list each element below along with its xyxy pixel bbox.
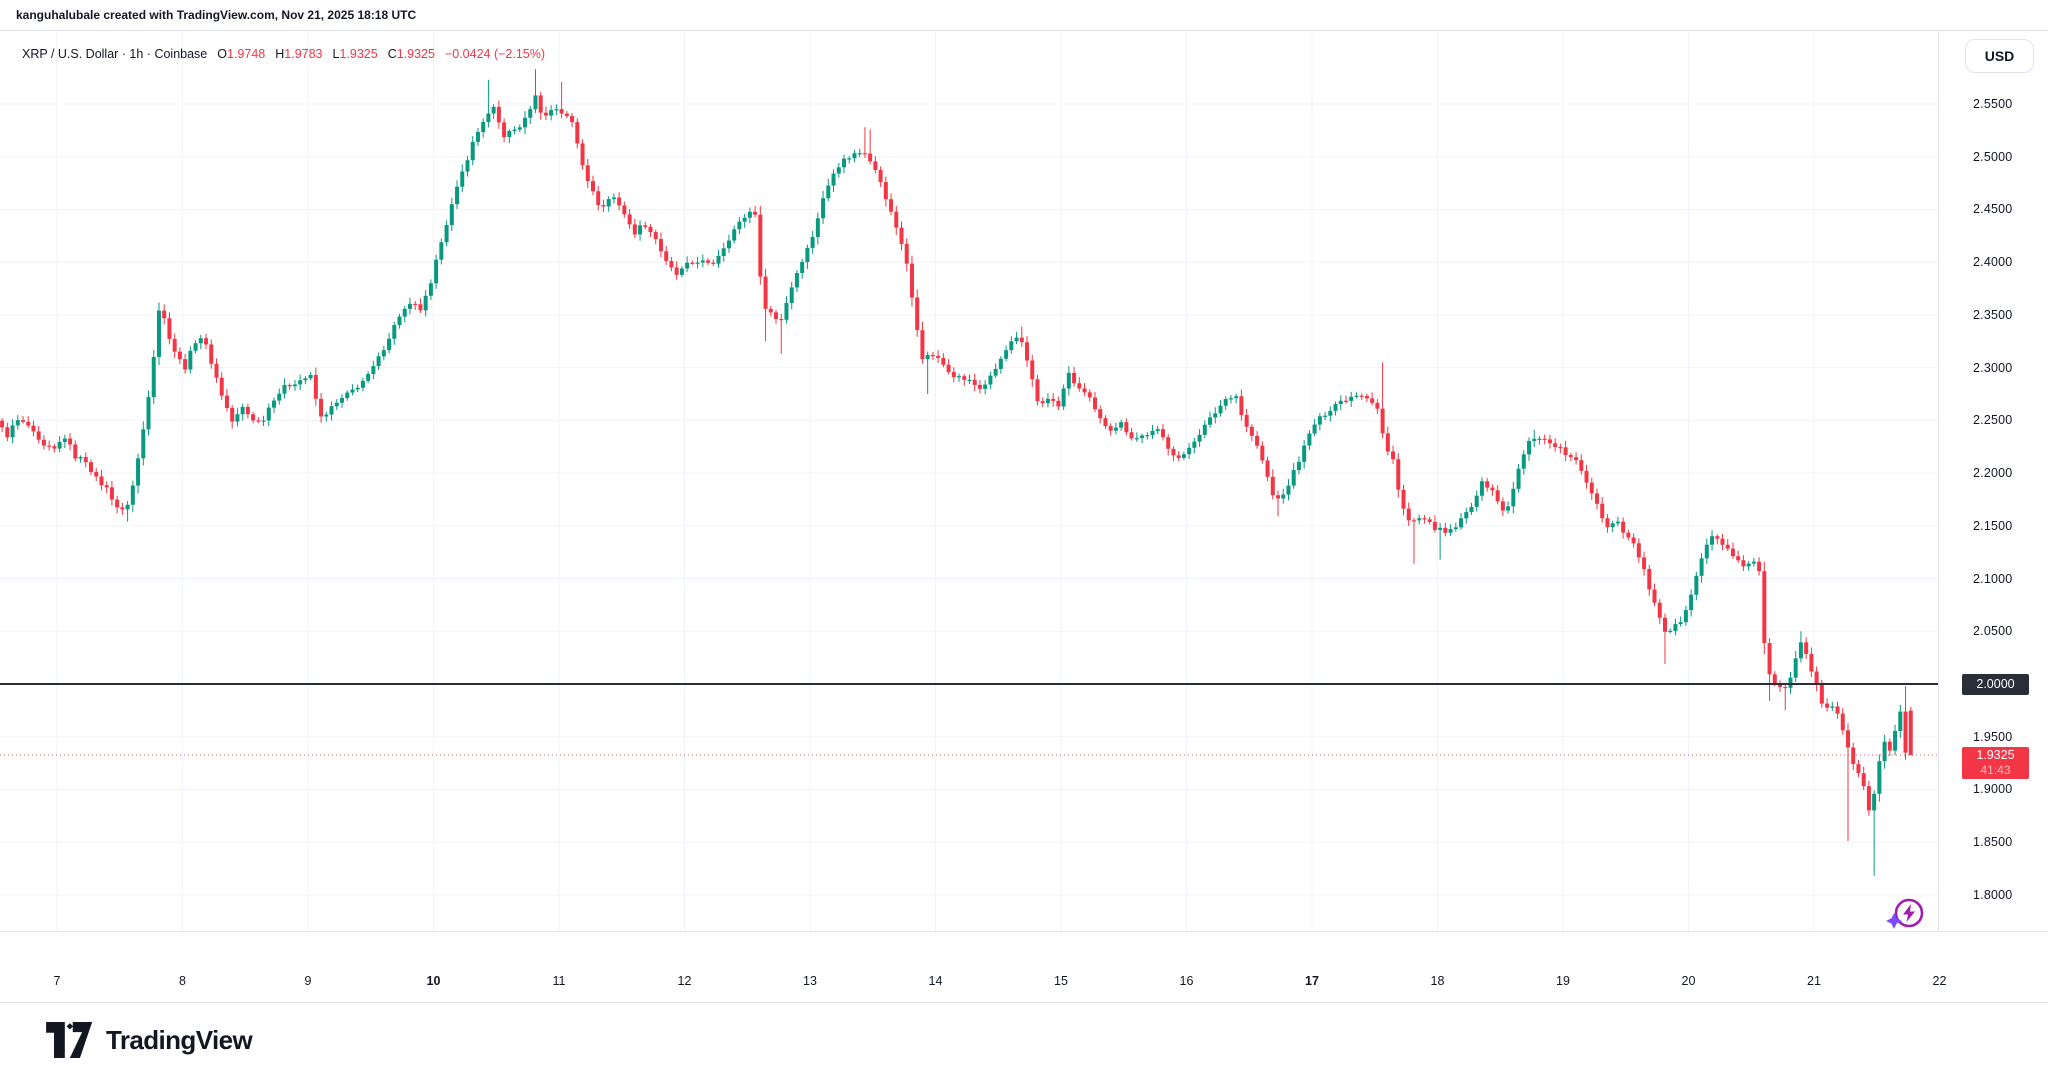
time-tick-label: 14	[928, 974, 943, 988]
symbol-title[interactable]: XRP / U.S. Dollar · 1h · Coinbase	[22, 47, 208, 61]
price-tick-label: 2.2500	[1973, 413, 2013, 428]
chart-legend: XRP / U.S. Dollar · 1h · Coinbase O1.974…	[22, 47, 545, 61]
price-tick-label: 1.8500	[1973, 835, 2013, 850]
price-tick-label: 2.5000	[1973, 149, 2013, 164]
price-tick-label: 2.3000	[1973, 360, 2013, 375]
lightning-bolt-icon	[1903, 904, 1915, 922]
change-value: −0.0424 (−2.15%)	[444, 47, 546, 61]
price-tick-label: 2.4500	[1973, 202, 2013, 217]
time-tick-label: 11	[552, 974, 566, 988]
time-tick-label: 8	[179, 974, 186, 988]
time-tick-label: 9	[304, 974, 312, 988]
currency-toggle-button[interactable]: USD	[1965, 39, 2034, 73]
tradingview-mark-icon	[46, 1022, 93, 1058]
ohlc-close: C1.9325	[387, 47, 435, 61]
chart-canvas[interactable]	[0, 31, 1938, 1003]
bar-countdown: 41:43	[1980, 763, 2011, 778]
ohlc-open: O1.9748	[217, 47, 266, 61]
brand-name: TradingView	[106, 1024, 253, 1055]
price-tick-label: 2.1500	[1973, 518, 2013, 533]
time-tick-label: 15	[1054, 974, 1068, 988]
price-tick-label: 2.1000	[1973, 571, 2013, 586]
ohlc-high: H1.9783	[275, 47, 323, 61]
time-tick-label: 17	[1305, 974, 1319, 988]
boost-lightning-icon[interactable]	[1884, 893, 1930, 939]
last-price-value: 1.9325	[1976, 748, 2015, 763]
last-price-badge: 1.9325 41:43	[1962, 747, 2029, 780]
creator-credit: kanguhalubale created with TradingView.c…	[16, 8, 417, 22]
sparkle-icon	[1886, 913, 1902, 929]
price-tick-label: 1.8000	[1973, 887, 2013, 902]
price-tick-label: 2.5500	[1973, 97, 2013, 112]
time-tick-label: 22	[1932, 974, 1947, 988]
price-axis[interactable]: 2.5500 2.5000 2.4500 2.4000 2.3500 2.3000 2.25…	[1938, 31, 2048, 1003]
time-tick-label: 18	[1430, 974, 1445, 988]
time-axis[interactable]: 7 8 9 10 11 12 13 14 15 16 17 18 19 20 21 22	[0, 931, 2048, 1003]
time-tick-label: 21	[1807, 974, 1821, 988]
time-tick-label: 16	[1179, 974, 1194, 988]
price-tick-label: 2.0500	[1973, 624, 2013, 639]
time-tick-label: 19	[1556, 974, 1570, 988]
price-tick-label: 1.9000	[1973, 782, 2013, 797]
time-tick-label: 20	[1681, 974, 1696, 988]
footer-bar: TradingView	[0, 1003, 2048, 1078]
header-bar: kanguhalubale created with TradingView.c…	[0, 0, 2048, 31]
time-tick-label: 7	[53, 974, 61, 988]
time-tick-label: 13	[803, 974, 817, 988]
time-tick-label: 12	[677, 974, 692, 988]
time-tick-label: 10	[426, 974, 441, 988]
price-tick-label: 1.9500	[1973, 729, 2013, 744]
ohlc-low: L1.9325	[332, 47, 378, 61]
tradingview-logo[interactable]: TradingView	[46, 1022, 253, 1058]
price-tick-label: 2.3500	[1973, 307, 2013, 322]
level-price-badge: 2.0000	[1962, 674, 2029, 695]
price-tick-label: 2.2000	[1973, 466, 2013, 481]
price-tick-label: 2.4000	[1973, 255, 2013, 270]
boost-circle-icon	[1894, 898, 1924, 928]
